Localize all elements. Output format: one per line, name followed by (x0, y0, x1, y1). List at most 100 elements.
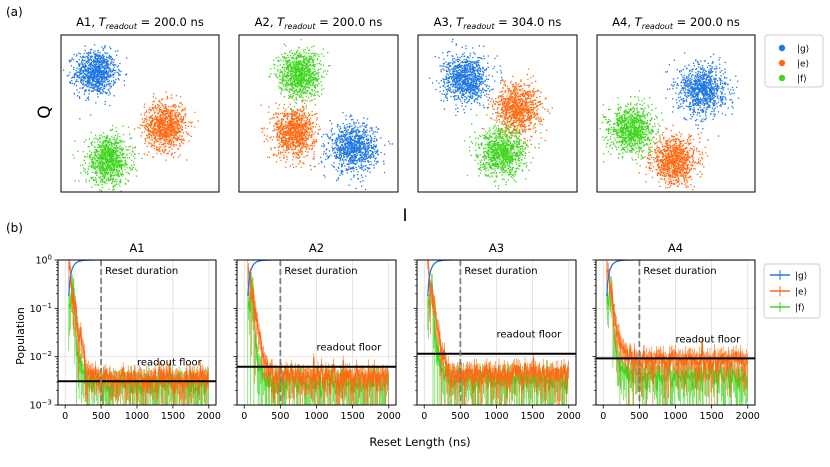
iq-point (111, 59, 113, 61)
iq-point (351, 133, 353, 135)
iq-point (301, 115, 303, 117)
iq-point (172, 131, 174, 133)
iq-point (346, 126, 349, 128)
iq-point (339, 141, 342, 143)
iq-point (287, 144, 289, 146)
iq-point (117, 147, 119, 149)
iq-point (299, 134, 301, 136)
iq-point (302, 118, 304, 120)
iq-point (320, 160, 323, 162)
iq-point (282, 133, 284, 136)
iq-point (351, 154, 353, 157)
iq-point (336, 148, 338, 150)
iq-point (118, 174, 120, 177)
iq-point (103, 168, 105, 170)
iq-point (276, 129, 279, 131)
iq-point (299, 128, 301, 131)
iq-point (354, 154, 356, 156)
iq-point (99, 153, 102, 155)
iq-point (306, 130, 308, 132)
iq-point (130, 154, 133, 156)
iq-point (86, 73, 88, 75)
iq-point (153, 135, 156, 137)
iq-point (338, 155, 341, 157)
iq-point (84, 168, 86, 170)
iq-point (272, 130, 274, 132)
iq-point (343, 153, 345, 155)
iq-point (115, 149, 118, 151)
iq-point (124, 162, 126, 164)
iq-point (340, 171, 342, 173)
iq-points (63, 35, 199, 198)
iq-point (272, 136, 275, 138)
iq-point (157, 116, 159, 118)
iq-point (94, 81, 96, 83)
iq-point (87, 72, 89, 74)
iq-point (86, 75, 88, 77)
iq-point (157, 113, 159, 115)
iq-point (98, 74, 100, 76)
iq-point (95, 81, 97, 83)
iq-point (326, 148, 328, 150)
iq-point (182, 129, 184, 131)
iq-point (129, 166, 131, 169)
iq-point (325, 133, 327, 135)
iq-point (305, 120, 307, 122)
iq-point (172, 124, 174, 127)
iq-point (103, 85, 105, 87)
iq-point (111, 154, 113, 156)
iq-point (174, 127, 177, 129)
iq-point (181, 138, 183, 140)
iq-point (182, 142, 184, 144)
iq-point (328, 155, 330, 158)
iq-point (285, 130, 287, 132)
iq-point (304, 139, 306, 142)
iq-point (98, 135, 101, 137)
iq-point (162, 119, 164, 121)
iq-point (92, 81, 94, 83)
iq-point (376, 131, 378, 133)
iq-point (358, 141, 361, 143)
iq-point (163, 142, 165, 144)
iq-point (350, 140, 352, 142)
iq-point (176, 139, 178, 141)
iq-point (156, 116, 158, 118)
iq-point (106, 66, 108, 69)
iq-point (143, 121, 145, 123)
iq-point (374, 148, 376, 151)
iq-point (332, 148, 334, 150)
iq-point (117, 197, 118, 198)
iq-point (362, 122, 364, 125)
iq-point (336, 151, 339, 153)
iq-point (112, 165, 114, 167)
iq-point (268, 156, 271, 159)
iq-point (174, 123, 177, 125)
iq-point (83, 73, 85, 75)
iq-point (115, 161, 117, 163)
iq-point (358, 165, 360, 167)
iq-point (146, 145, 148, 147)
iq-point (291, 116, 293, 118)
iq-point (147, 127, 150, 130)
iq-point (355, 134, 358, 136)
iq-point (92, 167, 94, 169)
iq-point (102, 88, 104, 91)
iq-point (294, 111, 297, 113)
iq-point (364, 154, 366, 156)
iq-point (102, 72, 104, 75)
iq-point (109, 168, 111, 171)
iq-point (122, 157, 124, 159)
iq-point (89, 156, 92, 158)
iq-point (277, 107, 279, 110)
iq-point (367, 167, 369, 170)
iq-point (105, 193, 106, 194)
iq-point (116, 156, 118, 158)
iq-point (144, 125, 146, 127)
iq-point (294, 129, 296, 131)
iq-point (344, 135, 346, 137)
iq-point (155, 107, 158, 110)
iq-point (372, 148, 374, 150)
iq-point (366, 131, 368, 133)
iq-point (349, 158, 351, 161)
iq-point (350, 133, 352, 135)
